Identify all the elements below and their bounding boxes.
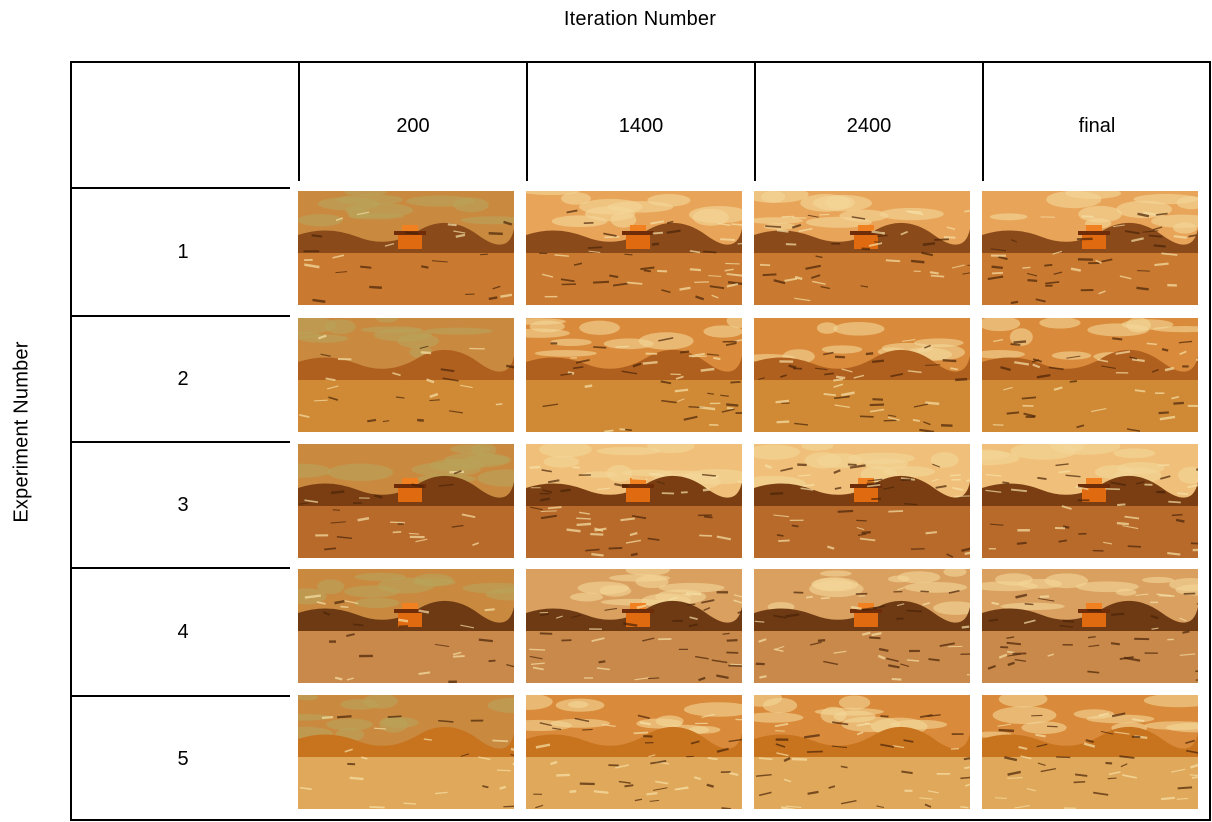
- column-header-1400: 1400: [618, 114, 664, 137]
- row-axis-title: Experiment Number: [10, 341, 33, 523]
- result-thumbnail: [298, 444, 514, 558]
- row-label-3: 3: [177, 493, 189, 516]
- result-thumbnail: [298, 569, 514, 683]
- column-divider: [982, 63, 984, 181]
- column-divider: [298, 63, 300, 181]
- result-thumbnail: [982, 569, 1198, 683]
- result-thumbnail: [754, 695, 970, 809]
- results-grid: 200 1400 2400 final 1 2 3 4 5: [70, 61, 1211, 821]
- result-thumbnail: [526, 569, 742, 683]
- row-divider: [72, 567, 290, 569]
- column-divider: [754, 63, 756, 181]
- row-divider: [72, 187, 290, 189]
- row-label-1: 1: [177, 240, 189, 263]
- result-thumbnail: [754, 569, 970, 683]
- result-thumbnail: [982, 695, 1198, 809]
- result-thumbnail: [982, 191, 1198, 305]
- result-thumbnail: [982, 444, 1198, 558]
- column-header-200: 200: [396, 114, 430, 137]
- row-label-4: 4: [177, 620, 189, 643]
- column-divider: [526, 63, 528, 181]
- result-thumbnail: [526, 444, 742, 558]
- row-divider: [72, 695, 290, 697]
- result-thumbnail: [298, 318, 514, 432]
- result-thumbnail: [526, 318, 742, 432]
- result-thumbnail: [982, 318, 1198, 432]
- column-header-final: final: [1078, 114, 1116, 137]
- column-axis-title: Iteration Number: [563, 8, 717, 30]
- result-thumbnail: [754, 191, 970, 305]
- result-thumbnail: [754, 444, 970, 558]
- result-thumbnail: [526, 191, 742, 305]
- result-thumbnail: [526, 695, 742, 809]
- result-thumbnail: [298, 191, 514, 305]
- row-divider: [72, 441, 290, 443]
- result-thumbnail: [298, 695, 514, 809]
- row-label-2: 2: [177, 367, 189, 390]
- row-label-5: 5: [177, 747, 189, 770]
- row-divider: [72, 315, 290, 317]
- result-thumbnail: [754, 318, 970, 432]
- column-header-2400: 2400: [846, 114, 892, 137]
